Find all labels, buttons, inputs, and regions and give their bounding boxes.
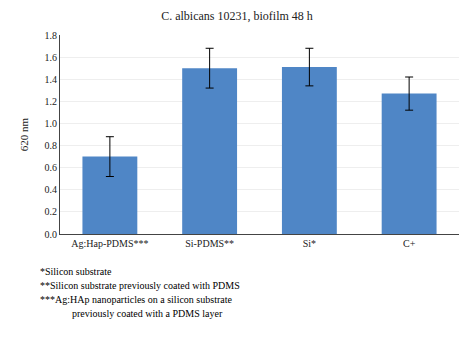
svg-text:previously coated with a PDMS: previously coated with a PDMS layer [72,308,223,319]
svg-text:C+: C+ [403,238,416,249]
svg-text:C. albicans 10231, biofilm 48: C. albicans 10231, biofilm 48 h [161,9,313,23]
svg-text:***Ag:HAp nanoparticles on a s: ***Ag:HAp nanoparticles on a silicon sub… [40,294,232,305]
svg-text:0.4: 0.4 [45,184,58,195]
svg-text:**Silicon substrate previously: **Silicon substrate previously coated wi… [40,280,240,291]
svg-text:*Silicon substrate: *Silicon substrate [40,266,112,277]
svg-text:1.8: 1.8 [45,30,58,41]
svg-text:0.0: 0.0 [45,229,58,240]
svg-text:0.6: 0.6 [45,162,58,173]
svg-text:0.2: 0.2 [45,206,58,217]
svg-text:1.4: 1.4 [45,74,58,85]
svg-text:1.2: 1.2 [45,96,58,107]
svg-text:1.6: 1.6 [45,52,58,63]
svg-text:Si*: Si* [303,238,316,249]
svg-text:Si-PDMS**: Si-PDMS** [185,238,234,249]
svg-text:0.8: 0.8 [45,140,58,151]
svg-text:1.0: 1.0 [45,118,58,129]
svg-text:Ag:Hap-PDMS***: Ag:Hap-PDMS*** [71,238,148,249]
svg-text:620 nm: 620 nm [18,117,30,151]
